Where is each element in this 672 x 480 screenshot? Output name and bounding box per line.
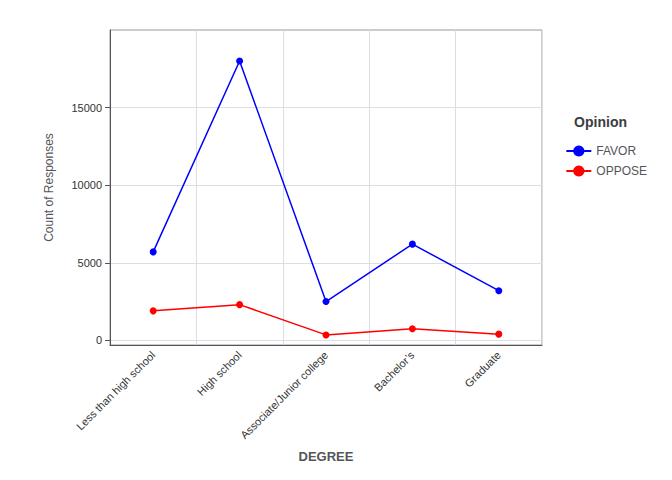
svg-text:5000: 5000 <box>78 257 102 269</box>
svg-text:Less than high school: Less than high school <box>74 349 158 433</box>
svg-text:Graduate: Graduate <box>462 349 503 390</box>
svg-text:Count of Responses: Count of Responses <box>42 133 56 242</box>
svg-text:FAVOR: FAVOR <box>596 144 636 158</box>
svg-text:0: 0 <box>96 334 102 346</box>
svg-text:10000: 10000 <box>71 179 102 191</box>
svg-text:Bachelor’s: Bachelor’s <box>372 348 417 393</box>
svg-text:Associate/Junior college: Associate/Junior college <box>238 349 330 441</box>
svg-text:OPPOSE: OPPOSE <box>596 164 647 178</box>
svg-text:Opinion: Opinion <box>574 114 627 130</box>
svg-text:High school: High school <box>195 349 244 398</box>
svg-text:DEGREE: DEGREE <box>299 449 354 464</box>
svg-text:15000: 15000 <box>71 102 102 114</box>
